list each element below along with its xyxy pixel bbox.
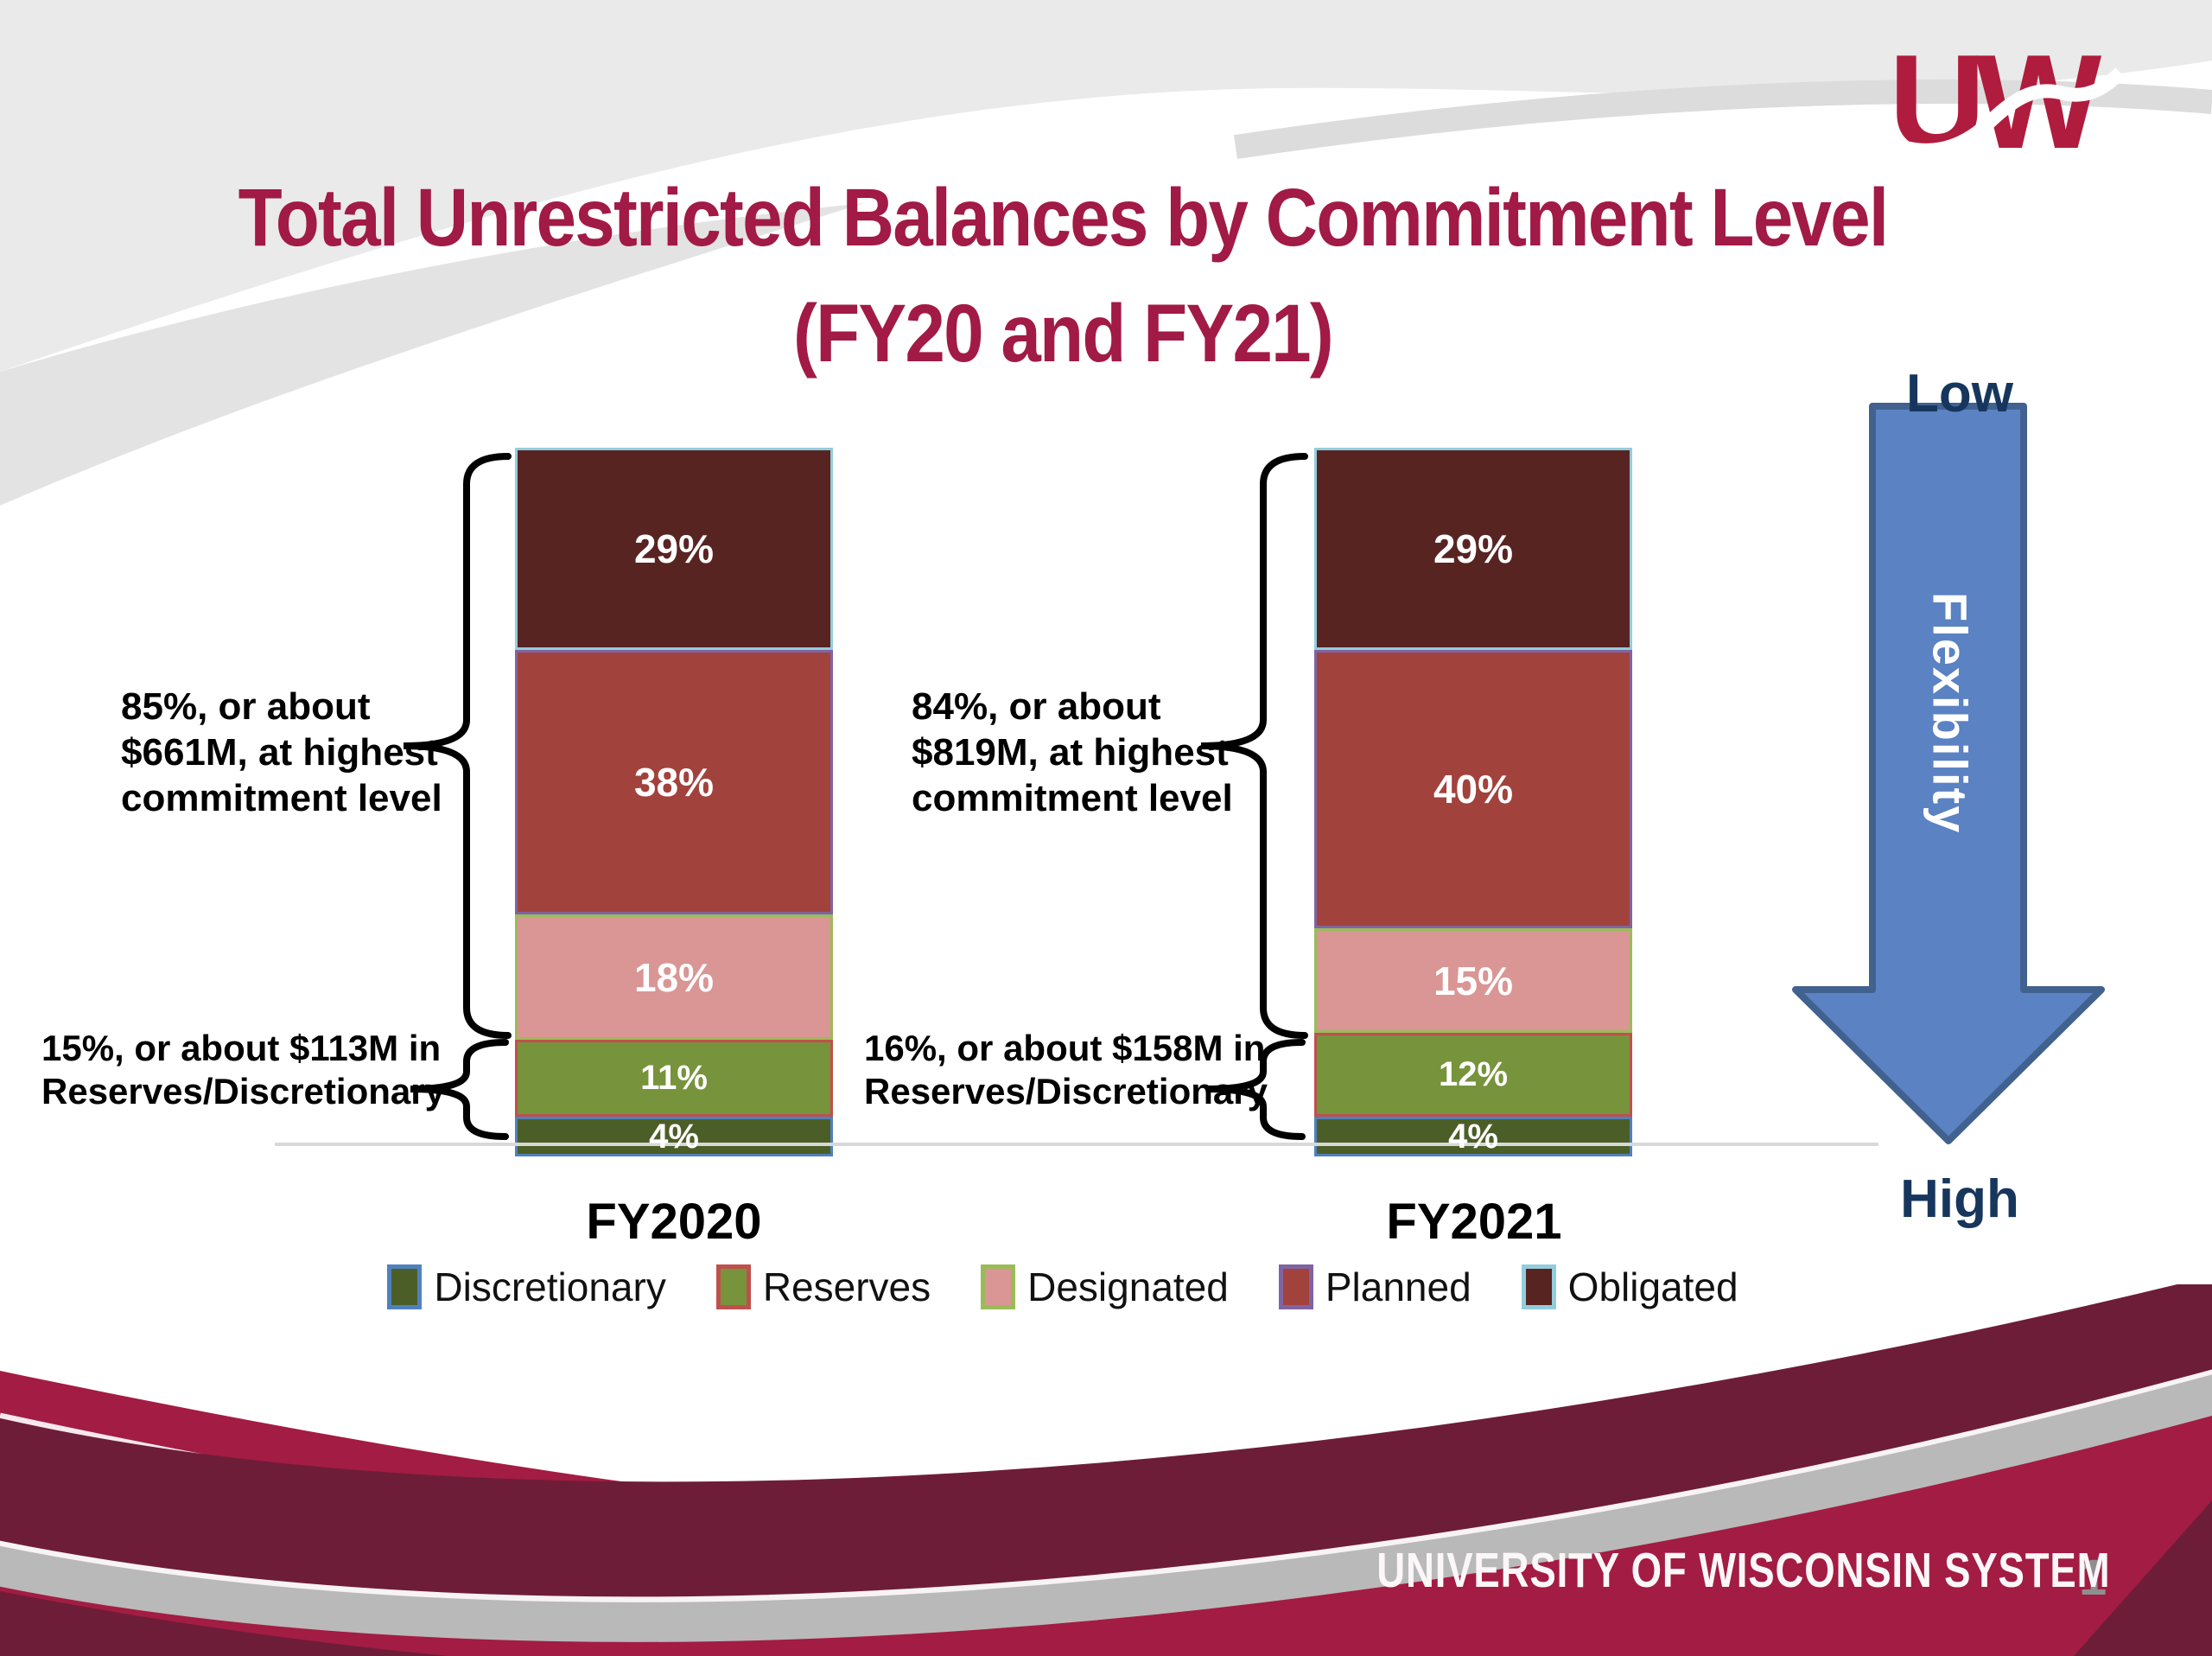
legend-swatch-icon <box>1278 1264 1313 1309</box>
annotation-line: 16%, or about $158M in <box>864 1028 1266 1068</box>
segment-value-label: 4% <box>1448 1117 1498 1156</box>
uw-logo-wave <box>1889 67 2122 157</box>
flexibility-arrow <box>1792 403 2105 1144</box>
slide-title-line2: (FY20 and FY21) <box>792 288 1334 379</box>
annotation-line: 15%, or about $113M in <box>41 1028 442 1068</box>
legend-label: Reserves <box>762 1264 931 1309</box>
bar-segment-designated: 15% <box>1314 928 1632 1034</box>
segment-value-label: 29% <box>1433 525 1514 571</box>
bar-segment-obligated: 29% <box>515 448 833 650</box>
brace-fy2020-top <box>403 453 512 1039</box>
annotation-fy2020-bottom: 15%, or about $113M in Reserves/Discreti… <box>41 1027 445 1114</box>
legend-swatch-icon <box>1521 1264 1556 1309</box>
stacked-bar-fy2021: 29% 40% 15% 12% 4% <box>1314 448 1632 1156</box>
page-number: 1 <box>2079 1550 2107 1606</box>
annotation-line: Reserves/Discretionary <box>41 1071 445 1112</box>
category-label-fy2020: FY2020 <box>586 1194 762 1250</box>
bar-segment-reserves: 12% <box>1314 1033 1632 1117</box>
annotation-fy2020-top: 85%, or about $661M, at highest commitme… <box>121 685 442 821</box>
chart-legend: Discretionary Reserves Designated Planned Ob… <box>0 1264 2126 1310</box>
legend-item-designated: Designated <box>981 1264 1229 1310</box>
segment-value-label: 38% <box>633 759 715 805</box>
annotation-line: $819M, at highest <box>912 730 1229 774</box>
annotation-line: $661M, at highest <box>121 730 438 774</box>
legend-swatch-icon <box>981 1264 1016 1309</box>
flexibility-high-label: High <box>1900 1169 2019 1229</box>
legend-swatch-icon <box>387 1264 423 1309</box>
legend-item-obligated: Obligated <box>1521 1264 1738 1310</box>
bar-segment-planned: 38% <box>515 649 833 914</box>
flexibility-low-label: Low <box>1906 364 2013 424</box>
legend-label: Planned <box>1325 1264 1471 1309</box>
annotation-fy2021-top: 84%, or about $819M, at highest commitme… <box>912 685 1233 821</box>
slide-title-line1: Total Unrestricted Balances by Commitmen… <box>238 172 1890 264</box>
bar-segment-reserves: 11% <box>515 1040 833 1117</box>
footer-organization-name: UNIVERSITY OF WISCONSIN SYSTEM <box>1376 1543 2110 1598</box>
bar-segment-discretionary: 4% <box>1314 1116 1632 1156</box>
x-axis-line <box>275 1143 1878 1146</box>
legend-item-reserves: Reserves <box>715 1264 931 1310</box>
annotation-fy2021-bottom: 16%, or about $158M in Reserves/Discreti… <box>864 1027 1268 1114</box>
category-label-fy2021: FY2021 <box>1386 1194 1562 1250</box>
uw-logo: UW <box>1889 27 2122 176</box>
annotation-line: 84%, or about <box>912 685 1161 728</box>
bar-segment-discretionary: 4% <box>515 1116 833 1156</box>
annotation-line: Reserves/Discretionary <box>864 1071 1268 1112</box>
brace-fy2021-bottom <box>1206 1039 1306 1140</box>
brace-fy2020-bottom <box>410 1039 509 1140</box>
legend-item-discretionary: Discretionary <box>387 1264 666 1310</box>
annotation-line: 85%, or about <box>121 685 371 728</box>
segment-value-label: 29% <box>633 525 715 571</box>
segment-value-label: 11% <box>640 1059 708 1098</box>
bar-segment-obligated: 29% <box>1314 448 1632 650</box>
legend-label: Discretionary <box>434 1264 666 1309</box>
annotation-line: commitment level <box>121 776 442 819</box>
brace-fy2021-top <box>1200 453 1308 1039</box>
flexibility-arrow-label: Flexibility <box>1923 591 1978 835</box>
legend-item-planned: Planned <box>1278 1264 1471 1310</box>
segment-value-label: 4% <box>649 1117 699 1156</box>
stacked-bar-fy2020: 29% 38% 18% 11% 4% <box>515 448 833 1156</box>
legend-swatch-icon <box>715 1264 751 1309</box>
segment-value-label: 40% <box>1433 766 1514 812</box>
bar-segment-planned: 40% <box>1314 649 1632 929</box>
bar-segment-designated: 18% <box>515 914 833 1041</box>
legend-label: Obligated <box>1567 1264 1738 1309</box>
segment-value-label: 18% <box>633 954 715 1000</box>
segment-value-label: 15% <box>1433 958 1514 1003</box>
segment-value-label: 12% <box>1438 1055 1509 1094</box>
legend-label: Designated <box>1027 1264 1229 1309</box>
flexibility-arrow-shape <box>1792 403 2105 1144</box>
bottom-wave-decoration <box>0 1284 2212 1656</box>
annotation-line: commitment level <box>912 776 1233 819</box>
